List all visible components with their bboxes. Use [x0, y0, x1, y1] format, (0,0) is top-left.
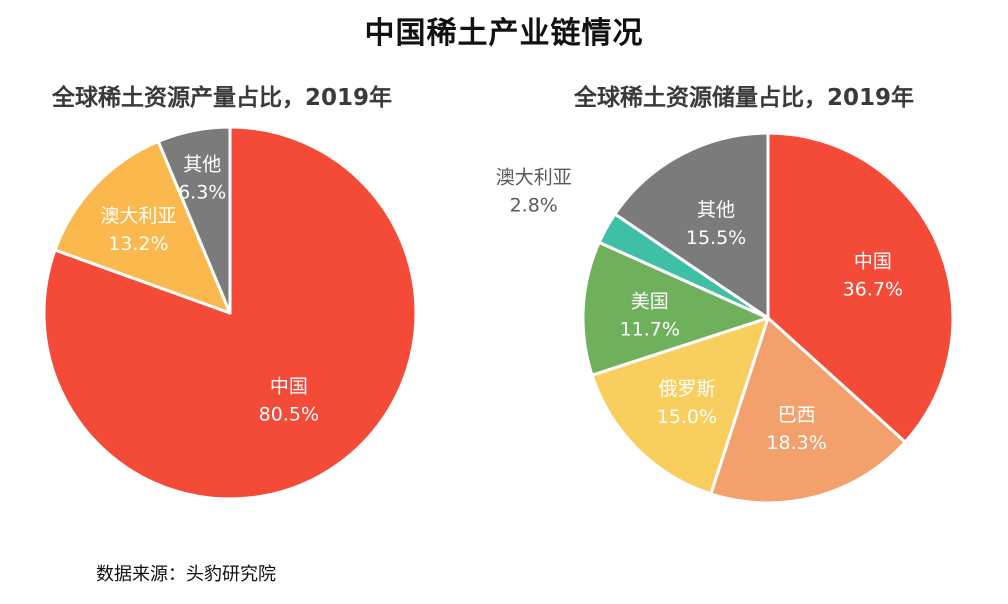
slice-value-china: 36.7%: [843, 278, 903, 300]
slice-label-australia: 澳大利亚: [496, 166, 572, 188]
slice-label-other: 其他: [697, 199, 735, 221]
chart-title-production: 全球稀土资源产量占比，2019年: [52, 85, 393, 111]
slice-value-australia: 2.8%: [510, 194, 558, 216]
slice-label-australia: 澳大利亚: [100, 205, 176, 227]
slice-value-other: 6.3%: [178, 181, 226, 203]
pie-slice-brazil: [709, 316, 907, 505]
pie-slice-usa: [581, 240, 770, 377]
pie-slice-australia: [53, 139, 232, 315]
slice-value-brazil: 18.3%: [766, 432, 826, 454]
slice-label-china: 中国: [270, 376, 308, 398]
slice-label-usa: 美国: [631, 291, 669, 313]
chart-title-reserves: 全球稀土资源储量占比，2019年: [574, 85, 915, 111]
slice-value-australia: 13.2%: [108, 233, 168, 255]
pie-slice-other: [613, 131, 770, 320]
slice-label-other: 其他: [183, 153, 221, 175]
slice-label-china: 中国: [854, 250, 892, 272]
slice-label-russia: 俄罗斯: [658, 378, 715, 400]
pie-slice-china: [766, 131, 955, 444]
page-title: 中国稀土产业链情况: [364, 16, 644, 51]
slice-value-other: 15.5%: [686, 227, 746, 249]
slice-value-china: 80.5%: [259, 404, 319, 426]
slice-value-russia: 15.0%: [657, 406, 717, 428]
slice-label-brazil: 巴西: [778, 404, 816, 426]
pie-slice-other: [156, 125, 232, 315]
source-note: 数据来源：头豹研究院: [96, 564, 276, 585]
slice-value-usa: 11.7%: [620, 319, 680, 341]
